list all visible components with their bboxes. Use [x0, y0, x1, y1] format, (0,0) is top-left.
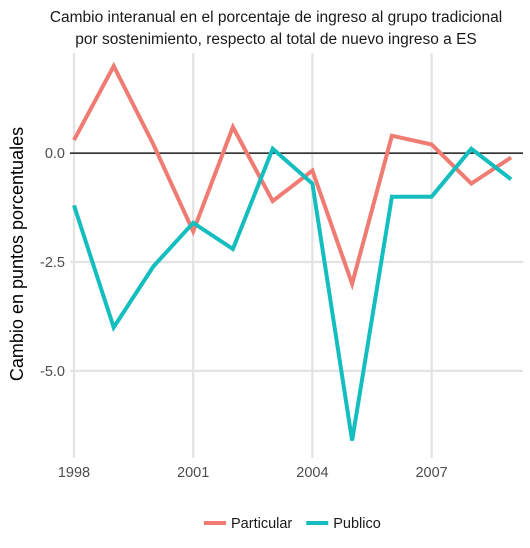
y-axis-ticks: 0.0 -2.5 -5.0 [40, 146, 65, 380]
y-tick-label: -2.5 [40, 255, 65, 271]
chart-title: Cambio interanual en el porcentaje de in… [50, 9, 502, 48]
x-tick-label: 2001 [177, 465, 209, 481]
y-tick-label: -5.0 [40, 364, 65, 380]
series-lines [72, 61, 513, 441]
chart-title-line-2: por sostenimiento, respecto al total de … [75, 31, 477, 48]
y-tick-label: 0.0 [45, 146, 65, 162]
x-tick-label: 2004 [296, 465, 328, 481]
series-line-publico [72, 145, 513, 441]
legend-label-publico: Publico [333, 516, 381, 532]
legend-label-particular: Particular [231, 516, 292, 532]
series-line-particular [72, 61, 513, 291]
chart-title-line-1: Cambio interanual en el porcentaje de in… [50, 9, 502, 26]
x-tick-label: 2007 [415, 465, 447, 481]
legend: Particular Publico [204, 516, 381, 532]
y-axis-label: Cambio en puntos porcentuales [7, 127, 27, 381]
x-tick-label: 1998 [58, 465, 90, 481]
x-axis-ticks: 1998 2001 2004 2007 [58, 465, 448, 481]
